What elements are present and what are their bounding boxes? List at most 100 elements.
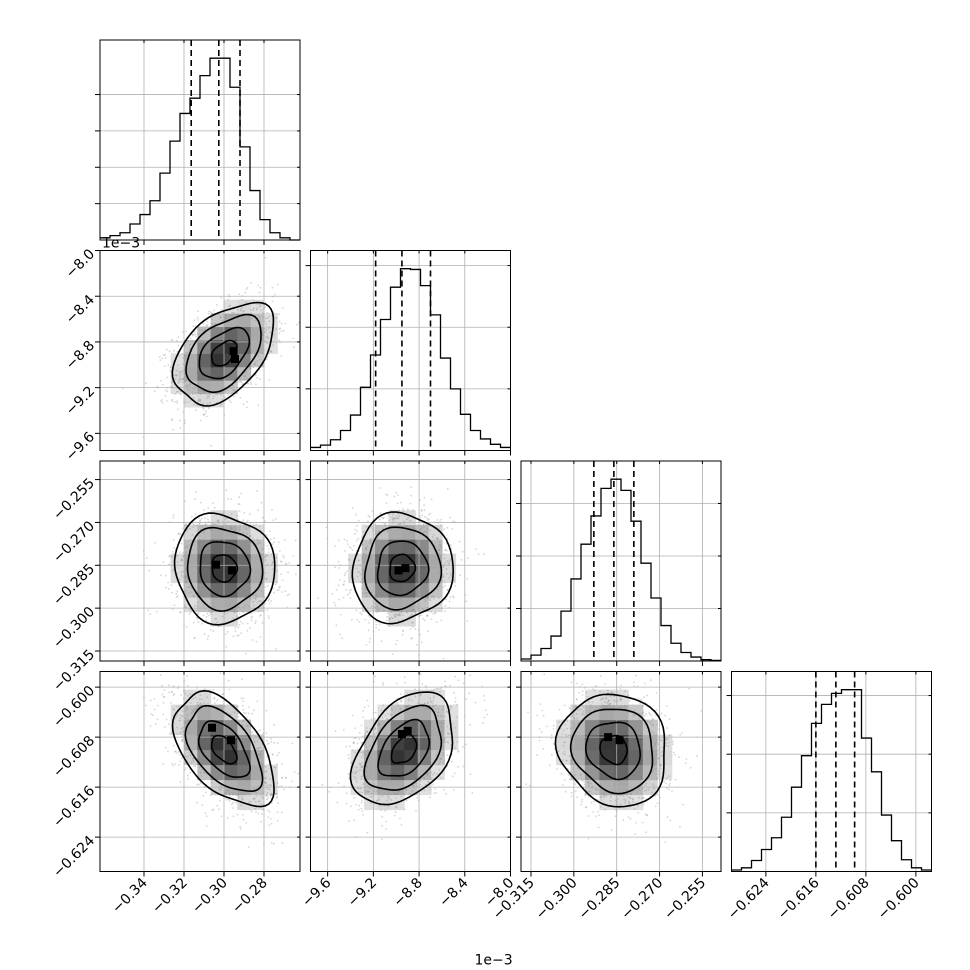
scatter-point <box>442 755 444 757</box>
scatter-point <box>245 716 248 719</box>
scatter-point <box>321 783 324 786</box>
scatter-point <box>408 519 411 522</box>
scatter-point <box>178 377 181 380</box>
density-cell-3-6-5 <box>224 749 238 766</box>
scatter-point <box>600 698 602 701</box>
scatter-point <box>191 333 194 336</box>
scatter-point <box>269 796 272 799</box>
scatter-point <box>265 336 268 338</box>
density-cell-5-4-7 <box>584 719 600 736</box>
scatter-point <box>433 705 436 707</box>
scatter-point <box>178 371 181 374</box>
scatter-point <box>242 382 245 385</box>
scatter-point <box>194 392 197 394</box>
scatter-point <box>638 796 640 799</box>
scatter-point <box>592 688 595 691</box>
scatter-point <box>175 596 178 598</box>
scatter-point <box>242 697 245 699</box>
scatter-point <box>265 323 268 325</box>
scatter-point <box>227 790 229 793</box>
scatter-point <box>228 399 231 402</box>
scatter-point <box>258 738 260 740</box>
scatter-point <box>374 727 377 729</box>
scatter-point <box>396 793 399 796</box>
scatter-point <box>191 757 194 760</box>
scatter-point <box>230 401 232 404</box>
scatter-point <box>219 404 222 407</box>
scatter-point <box>276 569 279 572</box>
scatter-point <box>166 390 169 393</box>
scatter-point <box>250 612 253 615</box>
scatter-point <box>268 327 270 329</box>
scatter-point <box>187 385 190 388</box>
scatter-point <box>400 501 402 504</box>
scatter-point <box>560 772 563 775</box>
scatter-point <box>343 580 346 583</box>
scatter-point <box>542 715 545 717</box>
scatter-point <box>286 594 289 597</box>
scatter-point <box>228 688 231 691</box>
scatter-point <box>188 347 191 350</box>
scatter-point <box>240 492 243 495</box>
scatter-point <box>169 370 172 372</box>
scatter-point <box>178 754 181 756</box>
scatter-point <box>184 581 187 584</box>
scatter-point <box>438 572 440 575</box>
scatter-point <box>204 812 207 814</box>
scatter-point <box>179 717 181 720</box>
scatter-point <box>360 807 363 810</box>
density-cell-2-4-7 <box>375 539 390 555</box>
scatter-point <box>410 605 412 608</box>
scatter-point <box>466 620 469 622</box>
scatter-point <box>240 632 243 635</box>
scatter-point <box>622 819 625 822</box>
scatter-point <box>352 741 355 744</box>
scatter-point <box>266 787 269 790</box>
density-cell-1-8-4 <box>250 582 265 598</box>
scatter-point <box>228 317 230 319</box>
scatter-point <box>172 744 175 747</box>
scatter-point <box>685 758 688 760</box>
scatter-point <box>355 766 358 769</box>
scatter-point <box>438 543 441 546</box>
scatter-point <box>410 699 413 702</box>
scatter-point <box>552 743 555 745</box>
scatter-point <box>378 798 380 801</box>
scatter-point <box>267 337 269 340</box>
scatter-point <box>197 612 200 615</box>
x-tick-label-1-0: −9.6 <box>299 875 334 910</box>
scatter-point <box>358 731 361 734</box>
scatter-point <box>421 683 424 685</box>
scatter-point <box>355 778 357 781</box>
scatter-point <box>666 787 668 790</box>
scatter-point <box>436 519 439 521</box>
scatter-point <box>334 604 337 607</box>
scatter-point <box>356 567 358 570</box>
scatter-point <box>175 374 178 377</box>
scatter-point <box>164 356 167 359</box>
scatter-point <box>569 734 572 737</box>
density-cell-0-4-2 <box>197 393 212 408</box>
scatter-point <box>187 774 189 777</box>
scatter-point <box>420 528 423 530</box>
scatter-point <box>669 779 672 782</box>
scatter-point <box>364 732 367 735</box>
scatter-point <box>253 740 256 743</box>
scatter-point <box>184 721 187 724</box>
x-tick-label-3-3: −0.600 <box>875 875 923 923</box>
scatter-point <box>358 571 361 573</box>
scatter-point <box>629 817 632 820</box>
scatter-point <box>207 518 209 521</box>
scatter-point <box>380 516 383 519</box>
scatter-point <box>385 799 388 802</box>
scatter-point <box>188 393 191 396</box>
scatter-point <box>450 575 453 578</box>
scatter-point <box>431 595 433 598</box>
scatter-point <box>247 712 250 715</box>
scatter-point <box>175 555 178 557</box>
scatter-point <box>177 532 180 535</box>
scatter-point <box>638 717 640 720</box>
scatter-point <box>366 791 369 794</box>
scatter-point <box>375 605 378 608</box>
scatter-point <box>172 551 174 553</box>
